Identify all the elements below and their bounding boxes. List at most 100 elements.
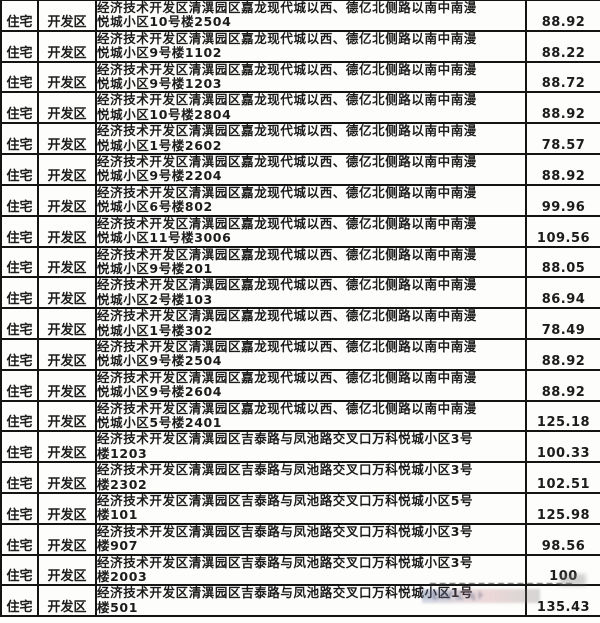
address-line1: 经济技术开发区清潩园区嘉龙现代城以西、德亿北侧路以南中南漫: [97, 30, 477, 46]
address-line2: 悦城小区6号楼802: [97, 199, 213, 215]
address-cell: 经济技术开发区清潩园区嘉龙现代城以西、德亿北侧路以南中南漫 悦城小区10号楼250…: [95, 0, 527, 32]
address-line1: 经济技术开发区清潩园区嘉龙现代城以西、德亿北侧路以南中南漫: [97, 123, 477, 139]
address-line1: 经济技术开发区清潩园区嘉龙现代城以西、德亿北侧路以南中南漫: [97, 0, 477, 15]
address-cell: 经济技术开发区清潩园区嘉龙现代城以西、德亿北侧路以南中南漫 悦城小区9号楼1102: [95, 29, 527, 63]
address-cell: 经济技术开发区清潩园区嘉龙现代城以西、德亿北侧路以南中南漫 悦城小区9号楼201: [95, 245, 527, 279]
type-cell: 住宅: [0, 337, 39, 371]
address-line1: 经济技术开发区清潩园区嘉龙现代城以西、德亿北侧路以南中南漫: [97, 369, 477, 385]
address-line1: 经济技术开发区清潩园区吉泰路与凤池路交叉口万科悦城小区3号: [97, 523, 474, 539]
area-cell: 98.56: [525, 522, 600, 556]
district-cell: 开发区: [37, 307, 97, 340]
table-row: 住宅 开发区 经济技术开发区清潩园区嘉龙现代城以西、德亿北侧路以南中南漫 悦城小区10…: [0, 0, 600, 32]
area-cell: 86.94: [525, 276, 600, 310]
address-line2: 悦城小区11号楼3006: [97, 230, 232, 246]
address-line2: 悦城小区10号楼2504: [97, 14, 232, 30]
table-row: 住宅 开发区 经济技术开发区清潩园区嘉龙现代城以西、德亿北侧路以南中南漫 悦城小区2号…: [0, 276, 600, 310]
address-line1: 经济技术开发区清潩园区嘉龙现代城以西、德亿北侧路以南中南漫: [97, 154, 477, 170]
type-cell: 住宅: [0, 553, 39, 587]
address-line2: 悦城小区9号楼1203: [97, 76, 223, 92]
address-cell: 经济技术开发区清潩园区嘉龙现代城以西、德亿北侧路以南中南漫 悦城小区9号楼2204: [95, 153, 527, 186]
address-cell: 经济技术开发区清潩园区吉泰路与凤池路交叉口万科悦城小区3号 楼1203: [95, 430, 527, 464]
district-cell: 开发区: [37, 153, 97, 186]
table-row: 住宅 开发区 经济技术开发区清潩园区嘉龙现代城以西、德亿北侧路以南中南漫 悦城小区9号…: [0, 368, 600, 402]
district-cell: 开发区: [37, 399, 97, 433]
district-cell: 开发区: [37, 91, 97, 125]
district-cell: 开发区: [37, 430, 97, 464]
type-cell: 住宅: [0, 276, 39, 310]
district-cell: 开发区: [37, 584, 97, 618]
type-cell: 住宅: [0, 368, 39, 402]
address-line2: 悦城小区2号楼103: [97, 291, 213, 307]
address-line1: 经济技术开发区清潩园区吉泰路与凤池路交叉口万科悦城小区3号: [97, 554, 474, 570]
area-cell: 100: [525, 553, 600, 587]
district-cell: 开发区: [37, 0, 97, 32]
area-cell: 88.92: [525, 0, 600, 32]
area-cell: 88.92: [525, 337, 600, 371]
district-cell: 开发区: [37, 368, 97, 402]
address-cell: 经济技术开发区清潩园区嘉龙现代城以西、德亿北侧路以南中南漫 悦城小区6号楼802: [95, 183, 527, 217]
address-line2: 楼1203: [97, 445, 148, 461]
type-cell: 住宅: [0, 183, 39, 217]
address-line2: 悦城小区9号楼2204: [97, 168, 223, 184]
table-row: 住宅 开发区 经济技术开发区清潩园区嘉龙现代城以西、德亿北侧路以南中南漫 悦城小区11…: [0, 214, 600, 248]
address-line1: 经济技术开发区清潩园区嘉龙现代城以西、德亿北侧路以南中南漫: [97, 61, 477, 77]
district-cell: 开发区: [37, 60, 97, 94]
address-cell: 经济技术开发区清潩园区嘉龙现代城以西、德亿北侧路以南中南漫 悦城小区9号楼1203: [95, 60, 527, 94]
table-row: 住宅 开发区 经济技术开发区清潩园区嘉龙现代城以西、德亿北侧路以南中南漫 悦城小区6号…: [0, 183, 600, 217]
district-cell: 开发区: [37, 245, 97, 279]
address-cell: 经济技术开发区清潩园区嘉龙现代城以西、德亿北侧路以南中南漫 悦城小区1号楼302: [95, 307, 527, 340]
district-cell: 开发区: [37, 337, 97, 371]
address-cell: 经济技术开发区清潩园区吉泰路与凤池路交叉口万科悦城小区1号 楼501: [95, 584, 527, 618]
address-line2: 悦城小区9号楼201: [97, 260, 213, 276]
address-line2: 悦城小区9号楼2504: [97, 353, 223, 369]
address-cell: 经济技术开发区清潩园区嘉龙现代城以西、德亿北侧路以南中南漫 悦城小区11号楼300…: [95, 214, 527, 248]
address-line2: 楼2302: [97, 476, 148, 492]
area-cell: 88.22: [525, 29, 600, 63]
address-cell: 经济技术开发区清潩园区嘉龙现代城以西、德亿北侧路以南中南漫 悦城小区5号楼2401: [95, 399, 527, 433]
address-line2: 悦城小区1号楼2602: [97, 137, 223, 153]
area-cell: 88.92: [525, 368, 600, 402]
type-cell: 住宅: [0, 153, 39, 186]
address-line2: 楼907: [97, 538, 138, 554]
address-line2: 楼2003: [97, 569, 148, 585]
type-cell: 住宅: [0, 522, 39, 556]
area-cell: 88.05: [525, 245, 600, 279]
area-cell: 88.72: [525, 60, 600, 94]
address-line2: 楼101: [97, 507, 138, 523]
address-line1: 经济技术开发区清潩园区嘉龙现代城以西、德亿北侧路以南中南漫: [97, 338, 477, 354]
district-cell: 开发区: [37, 183, 97, 217]
address-line1: 经济技术开发区清潩园区嘉龙现代城以西、德亿北侧路以南中南漫: [97, 246, 477, 262]
address-cell: 经济技术开发区清潩园区嘉龙现代城以西、德亿北侧路以南中南漫 悦城小区2号楼103: [95, 276, 527, 310]
address-cell: 经济技术开发区清潩园区嘉龙现代城以西、德亿北侧路以南中南漫 悦城小区9号楼2604: [95, 368, 527, 402]
table-row: 住宅 开发区 经济技术开发区清潩园区嘉龙现代城以西、德亿北侧路以南中南漫 悦城小区9号…: [0, 245, 600, 279]
table-row: 住宅 开发区 经济技术开发区清潩园区嘉龙现代城以西、德亿北侧路以南中南漫 悦城小区9号…: [0, 337, 600, 371]
district-cell: 开发区: [37, 276, 97, 310]
address-line1: 经济技术开发区清潩园区嘉龙现代城以西、德亿北侧路以南中南漫: [97, 215, 477, 231]
table-row: 住宅 开发区 经济技术开发区清潩园区吉泰路与凤池路交叉口万科悦城小区3号 楼907 98…: [0, 522, 600, 556]
table-row: 住宅 开发区 经济技术开发区清潩园区吉泰路与凤池路交叉口万科悦城小区1号 楼501 13…: [0, 584, 600, 618]
address-line1: 经济技术开发区清潩园区嘉龙现代城以西、德亿北侧路以南中南漫: [97, 92, 477, 108]
type-cell: 住宅: [0, 0, 39, 32]
district-cell: 开发区: [37, 29, 97, 63]
district-cell: 开发区: [37, 492, 97, 525]
type-cell: 住宅: [0, 399, 39, 433]
type-cell: 住宅: [0, 307, 39, 340]
address-line1: 经济技术开发区清潩园区吉泰路与凤池路交叉口万科悦城小区3号: [97, 431, 474, 447]
area-cell: 88.92: [525, 91, 600, 125]
address-line2: 悦城小区10号楼2804: [97, 106, 232, 122]
area-cell: 125.98: [525, 492, 600, 525]
address-line1: 经济技术开发区清潩园区嘉龙现代城以西、德亿北侧路以南中南漫: [97, 308, 477, 324]
type-cell: 住宅: [0, 245, 39, 279]
area-cell: 135.43: [525, 584, 600, 618]
area-cell: 125.18: [525, 399, 600, 433]
address-line1: 经济技术开发区清潩园区嘉龙现代城以西、德亿北侧路以南中南漫: [97, 184, 477, 200]
type-cell: 住宅: [0, 430, 39, 464]
type-cell: 住宅: [0, 214, 39, 248]
address-line2: 悦城小区9号楼2604: [97, 384, 223, 400]
address-line1: 经济技术开发区清潩园区嘉龙现代城以西、德亿北侧路以南中南漫: [97, 277, 477, 293]
table-row: 住宅 开发区 经济技术开发区清潩园区嘉龙现代城以西、德亿北侧路以南中南漫 悦城小区1号…: [0, 122, 600, 156]
address-cell: 经济技术开发区清潩园区吉泰路与凤池路交叉口万科悦城小区3号 楼2302: [95, 461, 527, 494]
area-cell: 100.33: [525, 430, 600, 464]
